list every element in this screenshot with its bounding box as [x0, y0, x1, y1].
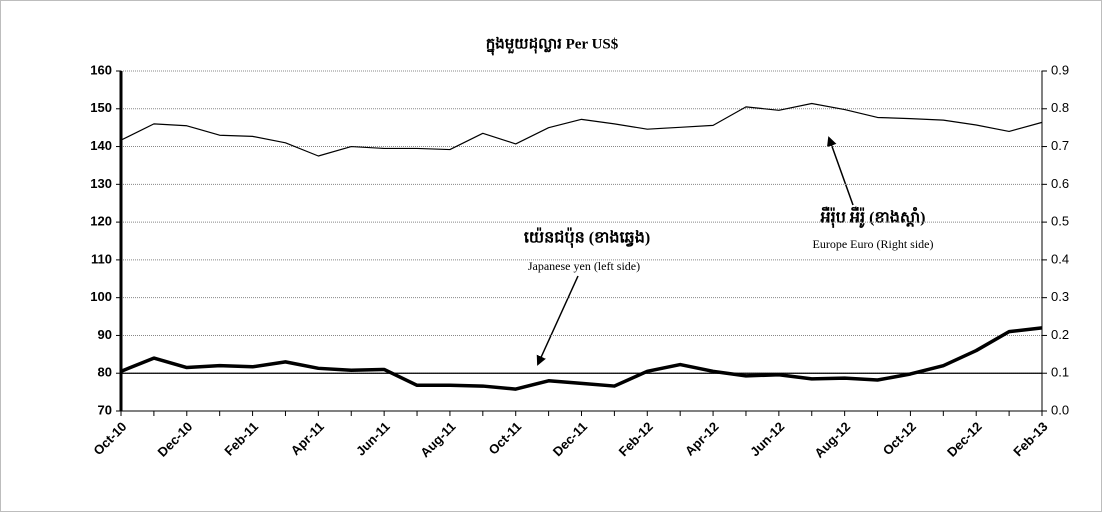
annotation-arrow [826, 136, 854, 206]
series-line [120, 102, 1043, 157]
y2-tick-label: 0.4 [1051, 251, 1069, 266]
y2-tick-label: 0.6 [1051, 176, 1069, 191]
y2-tick-label: 0.3 [1051, 289, 1069, 304]
y-tick-label: 100 [90, 289, 112, 304]
y-tick-label: 120 [90, 214, 112, 229]
y-tick-label: 160 [90, 62, 112, 77]
series-line [120, 326, 1043, 391]
annotation: Japanese yen (left side) [528, 259, 640, 273]
y2-tick-label: 0.0 [1051, 402, 1069, 417]
y-tick-label: 80 [98, 365, 112, 380]
series-annotation: យ៉េនជប៉ុន (ខាងឆ្វេង) [524, 227, 650, 249]
annotation-arrow [536, 275, 579, 366]
y2-tick-label: 0.1 [1051, 365, 1069, 380]
y2-tick-label: 0.9 [1051, 62, 1069, 77]
y2-tick-label: 0.2 [1051, 327, 1069, 342]
y2-tick-label: 0.5 [1051, 214, 1069, 229]
y-tick-label: 130 [90, 176, 112, 191]
y2-tick-label: 0.7 [1051, 138, 1069, 153]
series-annotation: អឺរ៉ុប អឺរ៉ូ (ខាងស្តាំ) [821, 207, 926, 229]
y-tick-label: 70 [98, 402, 112, 417]
y-tick-label: 90 [98, 327, 112, 342]
y-tick-label: 110 [91, 251, 112, 266]
y-tick-label: 150 [90, 100, 112, 115]
y-tick-label: 140 [90, 138, 112, 153]
chart-title: ក្នុងមួយដុល្លារ Per US$ [486, 36, 619, 55]
y2-tick-label: 0.8 [1051, 100, 1069, 115]
annotation: Europe Euro (Right side) [813, 237, 934, 251]
